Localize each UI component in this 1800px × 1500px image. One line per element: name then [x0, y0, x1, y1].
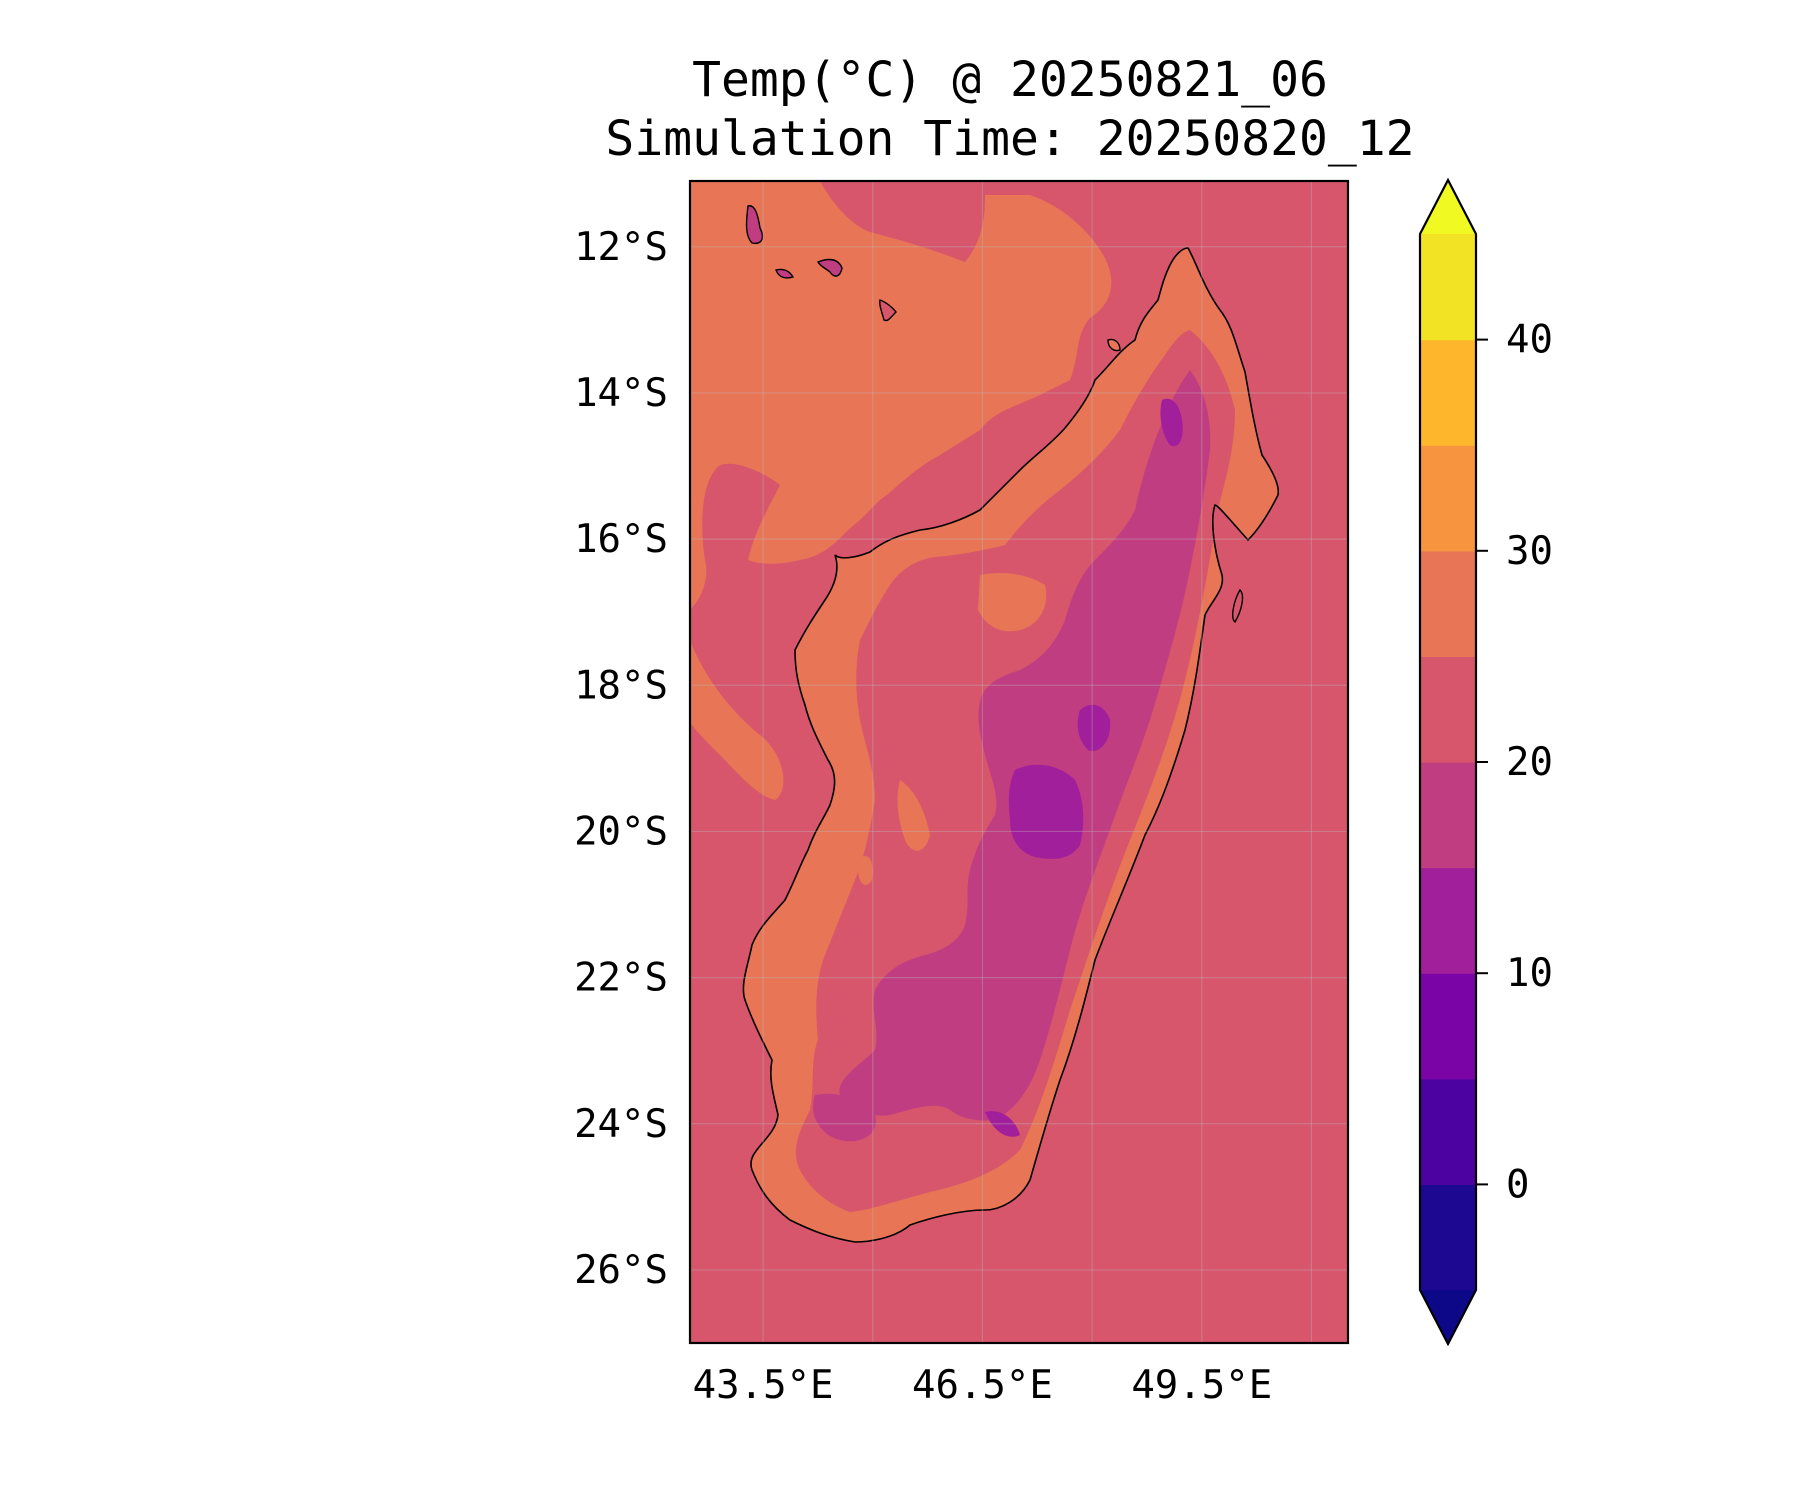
gridlines [690, 181, 1348, 1343]
map-frame [688, 179, 1350, 1345]
colorbar-tick-label: 20 [1506, 740, 1553, 785]
y-tick-label: 18°S [574, 663, 668, 708]
colorbar-segment [1420, 445, 1476, 552]
land-band-10-15 [1008, 764, 1084, 859]
land-band-15-20-south [812, 1093, 876, 1142]
land-band-15-20 [839, 370, 1211, 1121]
colorbar-segment [1420, 550, 1476, 657]
y-tick-label: 20°S [574, 809, 668, 854]
island-grande-comore [745, 205, 764, 245]
y-tick-label: 16°S [574, 517, 668, 562]
colorbar-extend-max [1420, 180, 1476, 234]
colorbar: 0 10 20 30 40 [1418, 177, 1553, 1347]
island-mayotte [879, 299, 897, 322]
chart-subtitle: Simulation Time: 20250820_12 [605, 111, 1415, 167]
y-tick-label: 24°S [574, 1102, 668, 1147]
colorbar-segment [1420, 1078, 1476, 1185]
colorbar-segment [1420, 867, 1476, 974]
y-tick-label: 14°S [574, 371, 668, 416]
colorbar-tick-label: 0 [1506, 1162, 1529, 1207]
island-sainte-marie [1232, 588, 1244, 624]
coastline [742, 247, 1280, 1243]
colorbar-tick-label: 30 [1506, 529, 1553, 574]
island-anjouan [817, 258, 843, 277]
x-tick-label: 46.5°E [912, 1363, 1053, 1408]
x-axis: 43.5°E 46.5°E 49.5°E [693, 1363, 1273, 1408]
colorbar-segment [1420, 656, 1476, 763]
island-moheli [775, 268, 795, 279]
x-tick-label: 43.5°E [693, 1363, 834, 1408]
warm-ocean-region [690, 181, 1112, 610]
land-warm-patch [857, 856, 873, 885]
land-band-10-15 [1077, 704, 1111, 751]
x-tick-label: 49.5°E [1131, 1363, 1272, 1408]
land-band-10-15 [985, 1111, 1020, 1137]
land-warm-patch [897, 780, 930, 851]
y-tick-label: 12°S [574, 225, 668, 270]
colorbar-segment [1420, 762, 1476, 869]
colorbar-segment [1420, 973, 1476, 1080]
land-warm-patch [978, 573, 1047, 632]
y-axis: 12°S 14°S 16°S 18°S 20°S 22°S 24°S 26°S [574, 225, 668, 1293]
colorbar-segment [1420, 234, 1476, 341]
y-tick-label: 22°S [574, 956, 668, 1001]
map-panel [690, 181, 1348, 1343]
colorbar-segment [1420, 339, 1476, 446]
island-nosy-be [1107, 338, 1121, 352]
colorbar-tick-label: 40 [1506, 318, 1553, 363]
colorbar-extend-min [1420, 1290, 1476, 1344]
colorbar-outline [1418, 177, 1478, 1347]
colorbar-segment [1420, 1184, 1476, 1291]
land-band-10-15 [1160, 398, 1183, 447]
chart-title: Temp(°C) @ 20250821_06 [692, 52, 1328, 108]
warm-ocean-southwest [690, 640, 784, 800]
colorbar-tick-label: 10 [1506, 951, 1553, 996]
y-tick-label: 26°S [574, 1248, 668, 1293]
